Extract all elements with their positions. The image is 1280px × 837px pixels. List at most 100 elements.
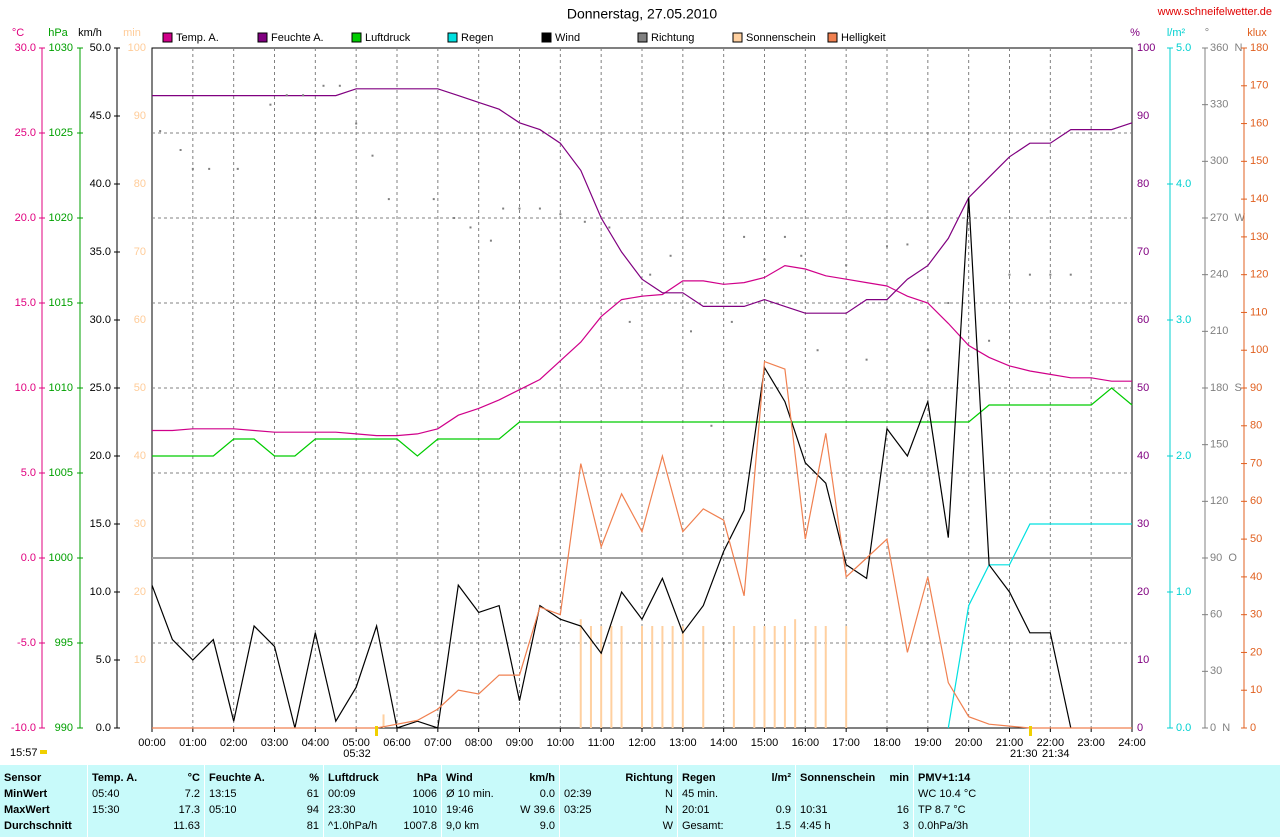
sunset-mark [1029,726,1032,736]
direction-dot [1008,273,1011,276]
x-tick-label: 21:00 [996,737,1024,749]
sunshine-bar [600,626,603,728]
table-cell: 81 [209,818,319,834]
y-tick-label: 90 [1250,382,1262,394]
y-tick-label: 30.0 [15,42,36,54]
table-cell: W [564,818,673,834]
y-tick-label: 130 [1250,231,1268,243]
annotation: 21:30 [1010,748,1038,760]
table-cell: 4:45 h 3 [800,818,909,834]
y-tick-label: 170 [1250,80,1268,92]
direction-dot [783,235,786,238]
table-column: Sonnenschein min 10:31 16 4:45 h 3 [796,765,914,837]
direction-dot [371,154,374,157]
direction-dot [469,226,472,229]
y-tick-label: 1015 [49,297,73,309]
header-cell: Luftdruck hPa [328,770,437,786]
y-tick-label: 60 [1210,609,1222,621]
y-tick-label: 150 [1210,439,1228,451]
legend-label: Temp. A. [176,32,219,44]
y-tick-label: 30 [134,518,146,530]
y-tick-label: 120 [1210,495,1228,507]
y-tick-label: 30 [1137,518,1149,530]
cell-text: 61 [306,788,319,800]
cell-text: 00:09 [328,788,356,800]
y-tick-label: 80 [134,178,146,190]
y-tick-label: 90 O [1210,552,1237,564]
y-tick-label: 1000 [49,552,73,564]
legend-swatch [827,32,838,43]
legend-swatch [541,32,552,43]
cell-text: Feuchte A. [209,772,265,784]
y-tick-label: 30 [1250,609,1262,621]
cell-text: 16 [896,804,909,816]
chart-title: Donnerstag, 27.05.2010 [567,6,717,22]
header-cell: Wind km/h [446,770,555,786]
x-tick-label: 01:00 [179,737,207,749]
y-tick-label: 210 [1210,325,1228,337]
axis-unit: min [123,27,141,39]
y-tick-label: 45.0 [90,110,111,122]
x-tick-label: 06:00 [383,737,411,749]
x-tick-label: 17:00 [832,737,860,749]
table-cell: Ø 10 min. 0.0 [446,786,555,802]
sunrise-mark [375,726,378,736]
direction-dot [906,243,909,246]
cell-text: WC 10.4 °C [918,788,977,800]
annotation: 21:34 [1042,748,1070,760]
y-tick-label: -10.0 [11,722,36,734]
cell-text: 0.0hPa/3h [918,820,969,832]
legend-label: Sonnenschein [746,32,816,44]
cell-text: Wind [446,772,473,784]
axis-unit: hPa [48,27,68,39]
cell-text: % [309,772,319,784]
y-tick-label: 70 [1137,246,1149,258]
cell-text: W [662,820,673,832]
header-cell: PMV+1:14 [918,770,1025,786]
y-tick-label: 0 [1250,722,1256,734]
cell-text: min [889,772,909,784]
y-tick-label: 0.0 [1176,722,1191,734]
legend-label: Regen [461,32,493,44]
direction-dot [387,198,390,201]
cell-text: 23:30 [328,804,356,816]
cell-text: 19:46 [446,804,474,816]
x-tick-label: 16:00 [792,737,820,749]
cell-text: 0.9 [775,804,791,816]
direction-dot [926,349,929,352]
cell-text: 81 [306,820,319,832]
y-tick-label: 90 [134,110,146,122]
direction-dot [730,320,733,323]
axis-unit: °C [12,27,24,39]
direction-dot [559,213,562,216]
table-column: Regen l/m² 45 min. 20:01 0.9 Gesamt: 1.5 [678,765,796,837]
y-tick-label: 360 N [1210,42,1242,54]
y-tick-label: 100 [1250,344,1268,356]
direction-dot [988,339,991,342]
y-tick-label: 70 [1250,457,1262,469]
x-tick-label: 24:00 [1118,737,1146,749]
header-cell: Sensor [4,770,83,786]
cell-text: 17.3 [178,804,200,816]
cell-text: °C [187,772,200,784]
x-tick-label: 09:00 [506,737,534,749]
y-tick-label: 4.0 [1176,178,1191,190]
cell-text: 94 [306,804,319,816]
table-column: Luftdruck hPa 00:09 1006 23:30 1010 ^1.0hPa/h 1… [324,765,442,837]
cell-text: 10:31 [800,804,828,816]
cell-text: Ø 10 min. [446,788,494,800]
y-tick-label: 40.0 [90,178,111,190]
direction-dot [967,217,970,219]
y-tick-label: 30 [1210,665,1222,677]
x-tick-label: 08:00 [465,737,493,749]
cell-text: km/h [529,772,555,784]
sunshine-bar [681,626,684,728]
y-tick-label: 160 [1250,117,1268,129]
y-tick-label: 2.0 [1176,450,1191,462]
direction-dot [538,207,541,210]
cell-text: l/m² [771,772,791,784]
y-tick-label: 20 [134,586,146,598]
series-line [152,264,1132,437]
sunshine-bar [589,626,592,728]
table-cell: 02:39 N [564,786,673,802]
